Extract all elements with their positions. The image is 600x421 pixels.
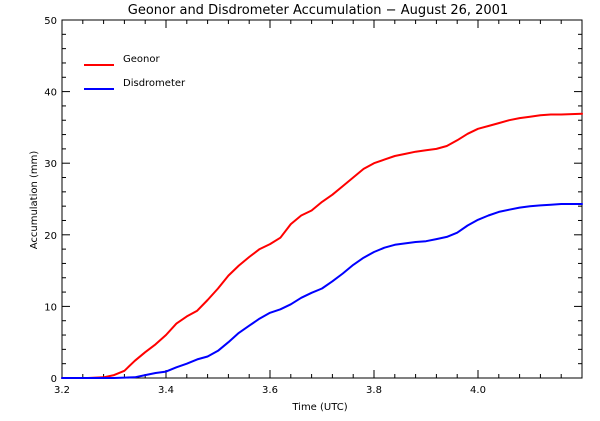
y-tick-label: 20	[44, 231, 57, 242]
series-line-disdrometer	[61, 203, 583, 379]
x-tick-label: 3.4	[158, 385, 174, 396]
x-tick-label: 3.6	[262, 385, 278, 396]
y-tick-label: 40	[44, 88, 57, 99]
x-tick-label: 3.2	[54, 385, 70, 396]
y-tick-label: 30	[44, 159, 57, 170]
chart-title: Geonor and Disdrometer Accumulation − Au…	[128, 3, 508, 18]
y-tick-label: 10	[44, 302, 57, 313]
y-axis-label: Accumulation (mm)	[29, 151, 40, 250]
legend-label-disdrometer: Disdrometer	[123, 78, 186, 89]
series-line-geonor	[61, 112, 583, 379]
x-axis-ticks: 3.2 3.4 3.6 3.8 4.0	[54, 20, 583, 396]
legend-label-geonor: Geonor	[123, 54, 160, 65]
x-axis-label: Time (UTC)	[291, 402, 347, 413]
x-tick-label: 3.8	[366, 385, 382, 396]
y-tick-label: 0	[51, 374, 57, 385]
series-lines	[61, 112, 583, 379]
x-tick-label: 4.0	[470, 385, 486, 396]
plot-frame	[61, 19, 583, 379]
y-tick-label: 50	[44, 16, 57, 27]
y-axis-ticks: 0 10 20 30 40 50	[44, 16, 582, 385]
legend: Geonor Disdrometer	[84, 54, 186, 90]
